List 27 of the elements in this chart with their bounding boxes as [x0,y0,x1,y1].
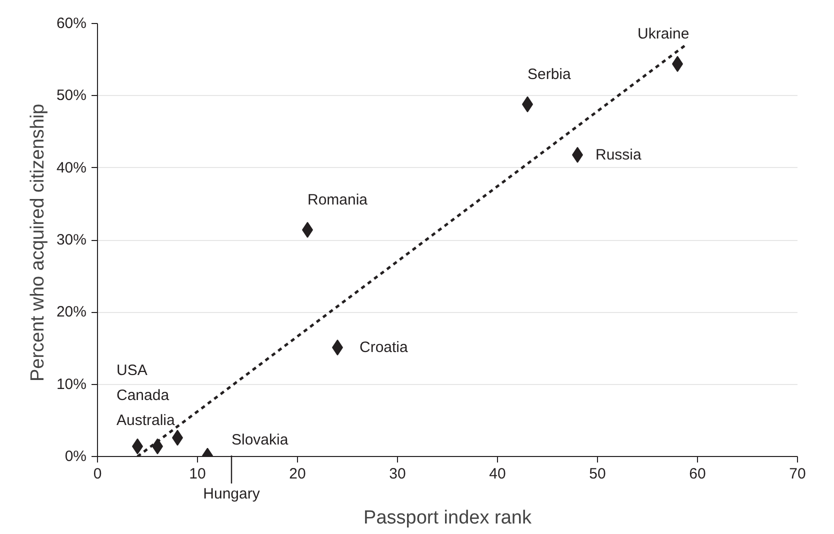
x-tick-label: 60 [689,466,706,482]
text: Hungary [203,486,260,502]
annotation: Australia [116,412,176,429]
y-tick-label: 50% [56,87,87,104]
annotation: Ukraine [638,25,690,42]
y-tick-label: 20% [56,304,87,321]
y-tick-label: 0% [64,448,87,465]
x-tick-label: 20 [289,466,306,482]
x-tick-label: 50 [589,466,606,482]
x-tick-label: 40 [489,466,506,482]
annotation: Serbia [528,66,572,83]
y-tick-label: 40% [56,159,87,176]
y-tick-label: 10% [56,376,87,393]
x-tick-label: 30 [389,466,406,482]
x-tick-label: 10 [189,466,206,482]
annotation: USA [116,362,148,379]
annotation: Slovakia [232,431,289,448]
y-tick-label: 30% [56,232,87,248]
annotation: Canada [116,387,170,404]
x-tick-label: 0 [93,466,102,482]
y-tick-label: 60% [56,15,87,32]
annotation: Russia [596,146,642,164]
annotation: Romania [308,191,368,208]
annotation: Croatia [360,339,409,356]
x-axis-title: Passport index rank [364,508,532,528]
x-tick-label: 70 [789,466,806,482]
y-axis-title: Percent who acquired citizenship [27,104,48,382]
